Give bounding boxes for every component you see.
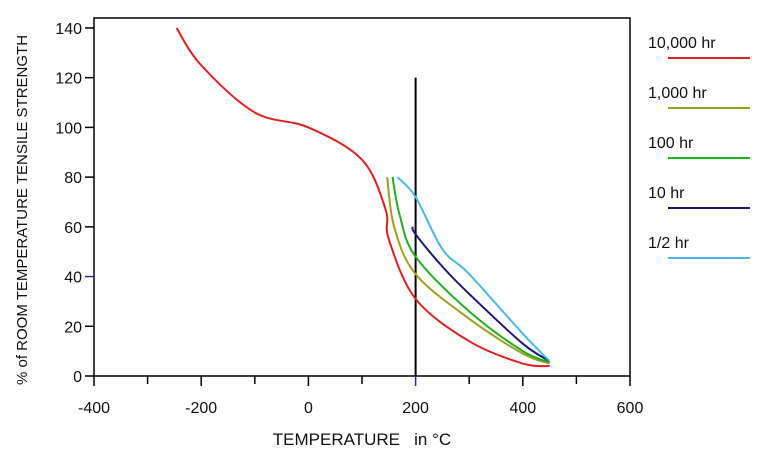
legend-label: 100 hr [648, 135, 694, 152]
plot-frame [93, 17, 631, 377]
series-line [391, 176, 550, 364]
y-tick-label: 40 [64, 270, 82, 287]
legend-label: 1/2 hr [648, 235, 690, 252]
axes: -400 -200 0 200 400 600 0 20 40 60 80 100 120 140 [55, 17, 644, 417]
y-tick-label: 140 [55, 21, 82, 38]
y-tick-label: 20 [64, 319, 82, 336]
x-tick-label: 200 [402, 400, 429, 417]
legend-label: 10 hr [648, 185, 685, 202]
plot-area [175, 27, 551, 376]
x-axis-label: TEMPERATURE in °C [273, 430, 451, 449]
legend-label: 1,000 hr [648, 85, 707, 102]
y-tick-label: 120 [55, 71, 82, 88]
y-tick-label: 0 [73, 369, 82, 386]
legend-label: 10,000 hr [648, 35, 716, 52]
series-line [396, 176, 551, 362]
y-tick-label: 60 [64, 220, 82, 237]
series-line [175, 27, 550, 368]
y-tick-label: 80 [64, 170, 82, 187]
y-axis-label: % of ROOM TEMPERATURE TENSILE STRENGTH [14, 35, 31, 385]
x-tick-label: 400 [509, 400, 536, 417]
x-tick-label: -400 [78, 400, 110, 417]
y-tick-label: 100 [55, 120, 82, 137]
x-tick-label: 0 [304, 400, 313, 417]
series-line [411, 226, 551, 362]
x-tick-label: 600 [617, 400, 644, 417]
legend: 10,000 hr 1,000 hr 100 hr 10 hr 1/2 hr [648, 35, 750, 259]
series-line [386, 176, 550, 365]
x-tick-label: -200 [185, 400, 217, 417]
